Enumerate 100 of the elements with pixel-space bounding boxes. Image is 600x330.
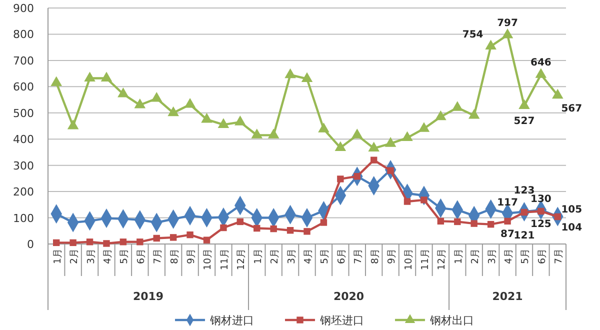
data-label: 117 — [497, 197, 518, 208]
point — [84, 72, 96, 82]
x-tick-label: 6月 — [536, 248, 548, 264]
x-tick-label: 2月 — [470, 248, 482, 264]
data-label: 104 — [561, 222, 582, 234]
point — [487, 220, 494, 228]
point — [218, 118, 230, 128]
x-tick-label: 7月 — [152, 248, 164, 264]
point — [254, 224, 260, 232]
y-tick-label: 400 — [13, 133, 34, 146]
point — [468, 109, 480, 119]
point — [203, 236, 210, 244]
text: 2019 — [132, 290, 164, 303]
x-tick-label: 3月 — [486, 248, 498, 264]
point — [118, 88, 129, 98]
point — [50, 76, 62, 86]
point — [454, 218, 461, 226]
point — [134, 98, 146, 108]
x-tick-label: 4月 — [303, 248, 314, 264]
x-tick-label: 6月 — [136, 248, 147, 264]
x-tick-label: 1月 — [453, 248, 464, 264]
point — [320, 219, 328, 226]
legend-label: 钢坯进口 — [319, 314, 364, 327]
point — [384, 137, 396, 147]
data-label: 130 — [530, 194, 552, 205]
point — [418, 122, 430, 132]
point — [153, 234, 160, 242]
y-tick-label: 500 — [13, 106, 34, 120]
point — [404, 198, 411, 205]
point — [304, 228, 310, 235]
y-tick-label: 100 — [13, 212, 34, 225]
x-tick-label: 11月 — [219, 248, 230, 270]
data-label: 754 — [462, 29, 484, 40]
point — [270, 225, 277, 232]
x-tick-label: 11月 — [420, 248, 431, 270]
point — [268, 128, 280, 138]
x-tick-label: 7月 — [353, 248, 364, 264]
x-tick-label: 7月 — [554, 248, 565, 264]
x-tick-label: 8月 — [169, 248, 180, 264]
point — [136, 238, 144, 246]
point — [220, 224, 227, 232]
x-tick-label: 4月 — [504, 248, 515, 264]
x-tick-label: 12月 — [236, 248, 248, 270]
x-tick-label: 9月 — [186, 248, 198, 264]
y-tick-label: 700 — [13, 54, 34, 68]
point — [452, 101, 464, 111]
data-label: 646 — [530, 58, 552, 69]
point — [234, 116, 246, 126]
data-label: 797 — [497, 18, 518, 30]
x-tick-label: 5月 — [320, 248, 331, 264]
text: 2020 — [333, 290, 364, 303]
point — [120, 238, 127, 246]
point — [370, 156, 378, 164]
point — [103, 240, 110, 247]
point — [485, 40, 496, 50]
point — [284, 68, 296, 78]
point — [535, 68, 547, 78]
point — [201, 112, 212, 123]
x-tick-label: 2月 — [69, 248, 80, 264]
point — [351, 128, 363, 138]
point — [70, 239, 76, 246]
x-tick-label: 6月 — [336, 248, 348, 264]
point — [170, 234, 177, 241]
x-tick-label: 5月 — [520, 248, 532, 264]
point — [337, 176, 344, 182]
point — [368, 142, 380, 152]
point — [67, 119, 79, 130]
x-tick-label: 2月 — [270, 248, 281, 264]
point — [437, 218, 444, 225]
y-tick-label: 800 — [13, 28, 34, 42]
x-tick-label: 9月 — [386, 248, 398, 264]
x-tick-label: 3月 — [86, 248, 97, 264]
y-tick-label: 200 — [13, 186, 34, 199]
point — [53, 239, 60, 246]
data-label: 87 — [500, 229, 515, 240]
point — [168, 106, 179, 116]
y-tick-label: 300 — [13, 159, 34, 172]
point — [251, 128, 263, 138]
y-tick-label: 600 — [13, 80, 34, 94]
x-tick-label: 5月 — [119, 248, 130, 264]
point — [518, 99, 530, 110]
point — [86, 238, 94, 246]
data-label: 125 — [530, 219, 552, 230]
point — [318, 122, 330, 132]
x-tick-label: 10月 — [403, 248, 414, 270]
point — [100, 72, 112, 82]
point — [150, 92, 162, 102]
point — [334, 141, 346, 152]
point — [236, 218, 244, 226]
point — [470, 220, 478, 227]
point — [504, 218, 511, 225]
legend-label: 钢材进口 — [209, 314, 254, 327]
data-label: 121 — [514, 230, 535, 242]
x-tick-label: 1月 — [52, 248, 64, 264]
point — [420, 196, 428, 204]
data-label: 527 — [514, 116, 535, 127]
data-label: 567 — [561, 103, 582, 114]
point — [552, 88, 564, 99]
data-label: 105 — [561, 204, 582, 216]
point — [435, 110, 446, 120]
